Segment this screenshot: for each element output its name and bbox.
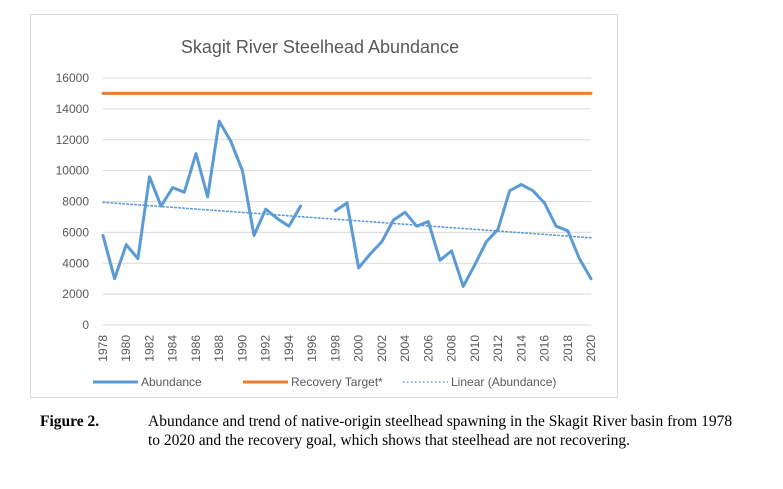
legend: Abundance Recovery Target* Linear (Abundan…: [93, 375, 556, 389]
x-tick-label-2008: 2008: [445, 335, 459, 362]
y-tick-label-12000: 12000: [56, 133, 90, 147]
x-tick-label-1996: 1996: [305, 335, 319, 362]
legend-label-abundance: Abundance: [141, 375, 202, 389]
chart-title: Skagit River Steelhead Abundance: [181, 37, 459, 57]
x-tick-label-2018: 2018: [561, 335, 575, 362]
x-tick-label-1990: 1990: [235, 335, 249, 362]
series-line-linear-abundance: [102, 201, 592, 239]
x-tick-label-1982: 1982: [142, 335, 156, 362]
x-tick-label-1994: 1994: [282, 335, 296, 362]
x-tick-label-1984: 1984: [166, 335, 180, 362]
chart-frame: Skagit River Steelhead Abundance 0 2000 40…: [30, 14, 618, 398]
y-tick-label-10000: 10000: [56, 164, 90, 178]
x-tick-label-1980: 1980: [119, 335, 133, 362]
y-tick-label-14000: 14000: [56, 102, 90, 116]
y-tick-label-2000: 2000: [62, 287, 89, 301]
x-tick-label-1978: 1978: [96, 335, 110, 362]
y-tick-label-0: 0: [82, 318, 89, 332]
x-tick-label-2020: 2020: [584, 335, 598, 362]
figure-caption-text: Abundance and trend of native-origin ste…: [148, 413, 733, 449]
x-tick-label-2004: 2004: [398, 335, 412, 362]
series-line-abundance-1: [101, 119, 302, 281]
y-tick-label-16000: 16000: [56, 71, 90, 85]
y-tick-label-8000: 8000: [62, 195, 89, 209]
series-lines: [101, 91, 593, 288]
x-tick-label-2012: 2012: [491, 335, 505, 362]
x-tick-label-1998: 1998: [328, 335, 342, 362]
y-tick-label-6000: 6000: [62, 225, 89, 239]
x-axis-ticks: 1978 1980 1982 1984 1986 1988 1990 1992 1994 1996…: [96, 335, 598, 362]
x-tick-label-1988: 1988: [212, 335, 226, 362]
x-tick-label-2000: 2000: [352, 335, 366, 362]
x-tick-label-1986: 1986: [189, 335, 203, 362]
x-tick-label-2016: 2016: [538, 335, 552, 362]
x-tick-label-2010: 2010: [468, 335, 482, 362]
y-axis-ticks: 0 2000 4000 6000 8000 10000 12000 14000 16000: [56, 71, 90, 332]
legend-label-linear-abundance: Linear (Abundance): [451, 375, 556, 389]
y-tick-label-4000: 4000: [62, 256, 89, 270]
gridlines: [103, 77, 591, 326]
line-chart: Skagit River Steelhead Abundance 0 2000 40…: [56, 37, 598, 389]
legend-label-recovery-target: Recovery Target*: [291, 375, 383, 389]
x-tick-label-2014: 2014: [514, 335, 528, 362]
x-tick-label-2002: 2002: [375, 335, 389, 362]
x-tick-label-2006: 2006: [421, 335, 435, 362]
series-line-abundance-2: [333, 183, 593, 288]
x-tick-label-1992: 1992: [259, 335, 273, 362]
figure-label: Figure 2.: [40, 413, 100, 430]
